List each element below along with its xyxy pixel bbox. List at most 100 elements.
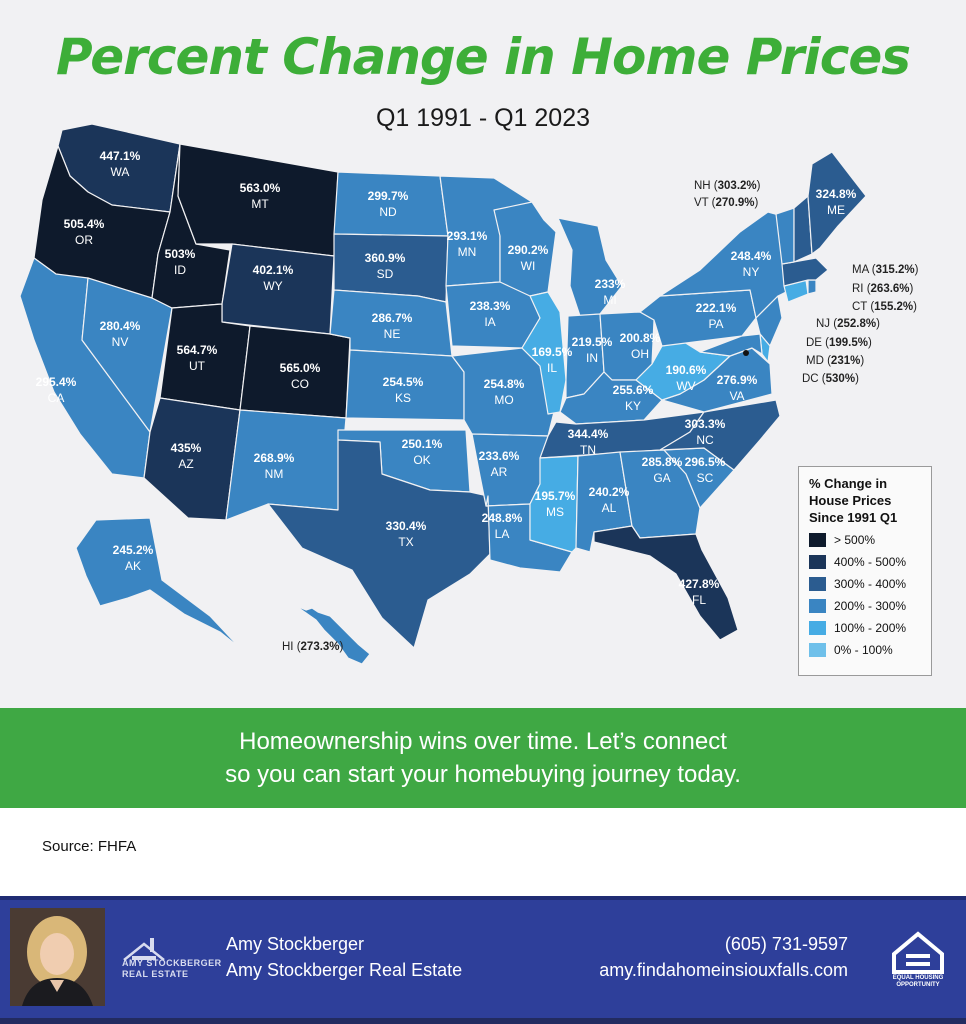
state-label-co: 565.0% CO: [280, 361, 321, 391]
website-link[interactable]: amy.findahomeinsiouxfalls.com: [599, 960, 848, 980]
callout-label-nj: NJ (252.8%): [816, 318, 880, 330]
callout-label-vt: VT (270.9%): [694, 197, 759, 209]
state-label-id: 503% ID: [165, 247, 196, 277]
dc-marker: [743, 350, 749, 356]
legend-title-line: % Change in: [809, 476, 888, 491]
state-shape-tx: [267, 439, 491, 649]
state-label-ms: 195.7% MS: [535, 489, 576, 519]
cta-banner: Homeownership wins over time. Let’s conn…: [0, 708, 966, 808]
legend-item: 100% - 200%: [809, 620, 921, 636]
state-label-ga: 285.8% GA: [642, 455, 683, 485]
state-shape-nv: [81, 277, 173, 433]
agent-footer: AMY STOCKBERGER REAL ESTATE Amy Stockber…: [0, 896, 966, 1024]
legend-swatch: [809, 555, 826, 569]
state-label-ny: 248.4% NY: [731, 249, 772, 279]
callout-label-hi: HI (273.3%): [282, 641, 344, 653]
equal-housing-text: EQUAL HOUSING OPPORTUNITY: [892, 975, 944, 988]
callout-label-ct: CT (155.2%): [852, 301, 917, 313]
state-label-nc: 303.3% NC: [685, 417, 726, 447]
state-label-me: 324.8% ME: [816, 187, 857, 217]
state-label-ks: 254.5% KS: [383, 375, 424, 405]
state-shape-fl: [593, 525, 739, 641]
logo-text: REAL ESTATE: [122, 969, 189, 979]
state-label-nv: 280.4% NV: [100, 319, 141, 349]
source-note: Source: FHFA: [42, 838, 137, 855]
legend-label: > 500%: [834, 533, 876, 547]
state-label-ar: 233.6% AR: [479, 449, 520, 479]
state-label-wi: 290.2% WI: [508, 243, 549, 273]
logo-text: AMY STOCKBERGER: [122, 958, 222, 968]
page-title: Percent Change in Home Prices: [55, 28, 911, 86]
state-label-wy: 402.1% WY: [253, 263, 294, 293]
state-shapes: [19, 123, 867, 665]
state-shape-md: [699, 333, 763, 357]
state-label-in: 219.5% IN: [572, 335, 613, 365]
callout-label-nh: NH (303.2%): [694, 180, 761, 192]
state-shape-nc: [659, 399, 781, 471]
callout-label-de: DE (199.5%): [806, 337, 872, 349]
legend-swatch: [809, 533, 826, 547]
state-label-tn: 344.4% TN: [568, 427, 609, 457]
callout-label-md: MD (231%): [806, 355, 864, 367]
state-label-ok: 250.1% OK: [402, 437, 443, 467]
state-label-mt: 563.0% MT: [240, 181, 281, 211]
state-label-or: 505.4% OR: [64, 217, 105, 247]
state-label-az: 435% AZ: [171, 441, 202, 471]
callout-label-ma: MA (315.2%): [852, 264, 919, 276]
state-label-wv: 190.6% WV: [666, 363, 707, 393]
state-shape-me: [807, 151, 867, 255]
state-label-sd: 360.9% SD: [365, 251, 406, 281]
state-label-mn: 293.1% MN: [447, 229, 488, 259]
state-label-va: 276.9% VA: [717, 373, 758, 403]
state-shape-nj: [755, 295, 783, 347]
page-subtitle: Q1 1991 - Q1 2023: [375, 104, 591, 132]
state-label-ak: 245.2% AK: [113, 543, 154, 573]
legend-swatch: [809, 643, 826, 657]
state-shape-nm: [225, 409, 347, 521]
state-label-wa: 447.1% WA: [100, 149, 141, 179]
state-label-ut: 564.7% UT: [177, 343, 218, 373]
footer-bottom-stripe: [0, 1018, 966, 1024]
state-shape-ma: [781, 257, 829, 287]
phone-number[interactable]: (605) 731-9597: [724, 934, 848, 954]
callout-label-ri: RI (263.6%): [852, 283, 914, 295]
legend-title-line: Since 1991 Q1: [809, 510, 898, 525]
state-label-nm: 268.9% NM: [254, 451, 295, 481]
state-shape-il: [521, 291, 567, 415]
legend-label: 0% - 100%: [834, 643, 893, 657]
legend-label: 200% - 300%: [834, 599, 907, 613]
banner-line-1: Homeownership wins over time. Let’s conn…: [239, 728, 727, 755]
company-name: Amy Stockberger Real Estate: [226, 960, 463, 980]
state-label-mo: 254.8% MO: [484, 377, 525, 407]
legend-item: 0% - 100%: [809, 642, 921, 658]
state-label-la: 248.8% LA: [482, 511, 523, 541]
legend-label: 100% - 200%: [834, 621, 907, 635]
footer-top-stripe: [0, 896, 966, 900]
legend-title-line: House Prices: [809, 493, 892, 508]
legend-swatch: [809, 621, 826, 635]
state-label-sc: 296.5% SC: [685, 455, 726, 485]
state-shape-ri: [807, 279, 817, 295]
state-shape-ak: [75, 517, 241, 649]
legend-item: 300% - 400%: [809, 576, 921, 592]
state-label-pa: 222.1% PA: [696, 301, 737, 331]
state-label-tx: 330.4% TX: [386, 519, 427, 549]
legend-title: % Change in House Prices Since 1991 Q1: [809, 475, 921, 526]
state-label-ne: 286.7% NE: [372, 311, 413, 341]
company-logo-icon: [123, 938, 165, 961]
state-label-ky: 255.6% KY: [613, 383, 654, 413]
state-label-nd: 299.7% ND: [368, 189, 409, 219]
state-label-al: 240.2% AL: [589, 485, 630, 515]
state-shape-nd: [333, 171, 449, 237]
legend-item: 400% - 500%: [809, 554, 921, 570]
callout-labels: NH (303.2%) VT (270.9%) MA (315.2%) RI (263…: [282, 180, 919, 653]
agent-photo: [10, 908, 105, 1006]
us-map: 447.1% WA 505.4% OR 295.4% CA 280.4% NV 503% ID 56…: [19, 123, 919, 665]
state-label-mi: 233% MI: [595, 277, 626, 307]
legend-item: 200% - 300%: [809, 598, 921, 614]
state-label-il: 169.5% IL: [532, 345, 573, 375]
agent-name: Amy Stockberger: [226, 934, 365, 954]
state-label-oh: 200.8% OH: [620, 331, 661, 361]
equal-housing-icon: [892, 931, 944, 974]
legend: % Change in House Prices Since 1991 Q1 >…: [798, 466, 932, 676]
